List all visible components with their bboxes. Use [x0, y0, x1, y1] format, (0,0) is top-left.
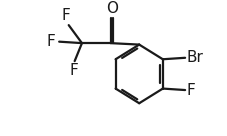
Text: F: F	[62, 8, 70, 23]
Text: F: F	[186, 83, 195, 98]
Text: F: F	[47, 34, 55, 49]
Text: Br: Br	[186, 50, 203, 65]
Text: O: O	[106, 1, 118, 16]
Text: F: F	[69, 63, 78, 78]
